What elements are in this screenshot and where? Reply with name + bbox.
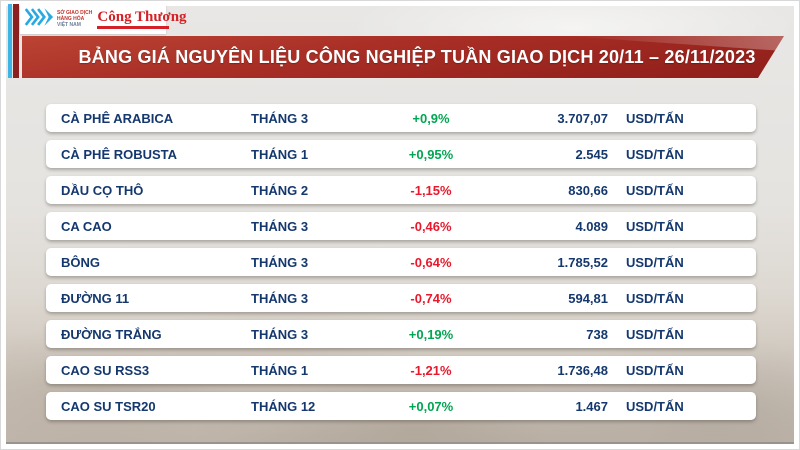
table-row: DẦU CỌ THÔ THÁNG 2 -1,15% 830,66 USD/TẤN xyxy=(46,176,756,204)
change-percent-cell: -1,21% xyxy=(410,362,452,378)
contract-month-cell: THÁNG 3 xyxy=(251,218,309,234)
table-row: CÀ PHÊ ROBUSTA THÁNG 1 +0,95% 2.545 USD/… xyxy=(46,140,756,168)
price-cell: 3.707,07 xyxy=(557,110,608,126)
mxv-line-3: VIỆT NAM xyxy=(57,22,81,28)
price-cell: 1.736,48 xyxy=(557,362,608,378)
commodity-name-cell: BÔNG xyxy=(61,254,100,270)
mxv-line-2: HÀNG HÓA xyxy=(57,16,85,22)
unit-cell: USD/TẤN xyxy=(626,146,684,162)
left-accent-bar-cyan xyxy=(8,4,12,78)
change-percent-cell: -1,15% xyxy=(410,182,452,198)
contract-month-cell: THÁNG 1 xyxy=(251,362,309,378)
commodity-name-cell: DẦU CỌ THÔ xyxy=(61,182,144,198)
title-banner: BẢNG GIÁ NGUYÊN LIỆU CÔNG NGHIỆP TUẦN GI… xyxy=(22,36,784,78)
change-percent-cell: +0,95% xyxy=(408,146,454,162)
contract-month-cell: THÁNG 3 xyxy=(251,110,309,126)
table-row: CA CAO THÁNG 3 -0,46% 4.089 USD/TẤN xyxy=(46,212,756,240)
unit-cell: USD/TẤN xyxy=(626,254,684,270)
change-percent-cell: +0,9% xyxy=(412,110,450,126)
table-row: CÀ PHÊ ARABICA THÁNG 3 +0,9% 3.707,07 US… xyxy=(46,104,756,132)
mxv-logo-icon xyxy=(24,7,54,32)
table-row: ĐƯỜNG TRẮNG THÁNG 3 +0,19% 738 USD/TẤN xyxy=(46,320,756,348)
table-row: CAO SU RSS3 THÁNG 1 -1,21% 1.736,48 USD/… xyxy=(46,356,756,384)
contract-month-cell: THÁNG 3 xyxy=(251,290,309,306)
price-cell: 738 xyxy=(586,326,608,342)
contract-month-cell: THÁNG 2 xyxy=(251,182,309,198)
mxv-line-1: SỞ GIAO DỊCH xyxy=(57,10,93,16)
unit-cell: USD/TẤN xyxy=(626,290,684,306)
change-percent-cell: +0,07% xyxy=(408,398,454,414)
commodity-name-cell: CÀ PHÊ ARABICA xyxy=(61,110,174,126)
commodity-name-cell: CAO SU TSR20 xyxy=(61,398,156,414)
unit-cell: USD/TẤN xyxy=(626,110,684,126)
unit-cell: USD/TẤN xyxy=(626,326,684,342)
unit-cell: USD/TẤN xyxy=(626,182,684,198)
table-row: CAO SU TSR20 THÁNG 12 +0,07% 1.467 USD/T… xyxy=(46,392,756,420)
brand-area: SỞ GIAO DỊCH HÀNG HÓA VIỆT NAM Công Thươ… xyxy=(20,4,187,34)
left-accent-bar-maroon xyxy=(13,4,19,78)
commodity-name-cell: ĐƯỜNG 11 xyxy=(61,290,130,306)
congthuong-logo-text: Công Thương xyxy=(97,8,187,25)
price-cell: 4.089 xyxy=(575,218,608,234)
table-row: ĐƯỜNG 11 THÁNG 3 -0,74% 594,81 USD/TẤN xyxy=(46,284,756,312)
contract-month-cell: THÁNG 3 xyxy=(251,326,309,342)
contract-month-cell: THÁNG 3 xyxy=(251,254,309,270)
page-title: BẢNG GIÁ NGUYÊN LIỆU CÔNG NGHIỆP TUẦN GI… xyxy=(78,46,756,67)
commodity-name-cell: CÀ PHÊ ROBUSTA xyxy=(61,146,178,162)
commodity-name-cell: CA CAO xyxy=(61,218,112,234)
mxv-logo-text: SỞ GIAO DỊCH HÀNG HÓA VIỆT NAM xyxy=(57,10,92,28)
price-cell: 594,81 xyxy=(568,290,608,306)
price-cell: 830,66 xyxy=(568,182,608,198)
table-row: BÔNG THÁNG 3 -0,64% 1.785,52 USD/TẤN xyxy=(46,248,756,276)
unit-cell: USD/TẤN xyxy=(626,218,684,234)
change-percent-cell: -0,64% xyxy=(410,254,452,270)
commodity-name-cell: ĐƯỜNG TRẮNG xyxy=(61,326,162,342)
unit-cell: USD/TẤN xyxy=(626,398,684,414)
contract-month-cell: THÁNG 1 xyxy=(251,146,309,162)
change-percent-cell: -0,46% xyxy=(410,218,452,234)
commodity-name-cell: CAO SU RSS3 xyxy=(61,362,150,378)
price-cell: 1.785,52 xyxy=(557,254,608,270)
change-percent-cell: -0,74% xyxy=(410,290,452,306)
price-cell: 2.545 xyxy=(575,146,608,162)
price-table: CÀ PHÊ ARABICA THÁNG 3 +0,9% 3.707,07 US… xyxy=(46,104,756,428)
contract-month-cell: THÁNG 12 xyxy=(251,398,316,414)
congthuong-logo: Công Thương xyxy=(97,8,187,29)
change-percent-cell: +0,19% xyxy=(408,326,454,342)
price-cell: 1.467 xyxy=(575,398,608,414)
unit-cell: USD/TẤN xyxy=(626,362,684,378)
congthuong-logo-strip xyxy=(97,25,170,29)
